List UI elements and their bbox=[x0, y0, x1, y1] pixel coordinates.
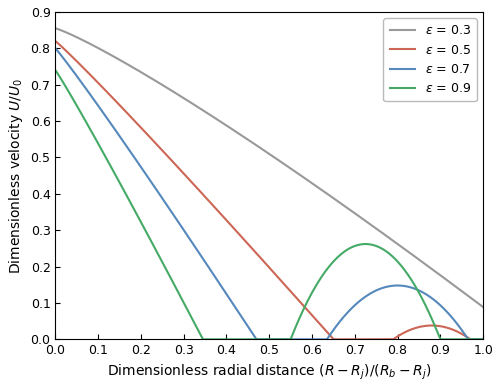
$\varepsilon$ = 0.5 bbox=[52, 39, 59, 44]
$\varepsilon$ = 0.3 bbox=[52, 26, 59, 31]
$\varepsilon$ = 0.9 bbox=[472, 337, 478, 342]
$\varepsilon$ = 0.3 bbox=[235, 131, 241, 135]
$\varepsilon$ = 0.9 bbox=[200, 337, 206, 342]
$\varepsilon$ = 0.3 bbox=[472, 298, 478, 303]
$\varepsilon$ = 0.9 bbox=[235, 337, 241, 342]
$\varepsilon$ = 0.7 bbox=[101, 112, 107, 116]
Line: $\varepsilon$ = 0.3: $\varepsilon$ = 0.3 bbox=[56, 28, 483, 307]
$\varepsilon$ = 0.7 bbox=[216, 281, 222, 286]
$\varepsilon$ = 0.7 bbox=[480, 337, 486, 342]
Line: $\varepsilon$ = 0.9: $\varepsilon$ = 0.9 bbox=[56, 70, 483, 339]
Line: $\varepsilon$ = 0.5: $\varepsilon$ = 0.5 bbox=[56, 41, 483, 339]
$\varepsilon$ = 0.7 bbox=[126, 148, 132, 153]
$\varepsilon$ = 0.5 bbox=[235, 231, 241, 235]
$\varepsilon$ = 0.5 bbox=[426, 323, 432, 328]
$\varepsilon$ = 0.3 bbox=[126, 63, 132, 68]
X-axis label: Dimensionless radial distance $(R-R_j)/(R_b-R_j)$: Dimensionless radial distance $(R-R_j)/(… bbox=[107, 363, 432, 382]
Line: $\varepsilon$ = 0.7: $\varepsilon$ = 0.7 bbox=[56, 48, 483, 339]
$\varepsilon$ = 0.7 bbox=[235, 309, 241, 314]
$\varepsilon$ = 0.9 bbox=[426, 310, 432, 314]
Y-axis label: Dimensionless velocity $U/U_0$: Dimensionless velocity $U/U_0$ bbox=[7, 77, 25, 274]
$\varepsilon$ = 0.7 bbox=[426, 294, 432, 298]
$\varepsilon$ = 0.7 bbox=[472, 337, 478, 342]
$\varepsilon$ = 0.5 bbox=[101, 87, 107, 91]
$\varepsilon$ = 0.3 bbox=[480, 305, 486, 309]
$\varepsilon$ = 0.9 bbox=[52, 68, 59, 72]
$\varepsilon$ = 0.3 bbox=[426, 264, 432, 269]
Legend: $\varepsilon$ = 0.3, $\varepsilon$ = 0.5, $\varepsilon$ = 0.7, $\varepsilon$ = 0: $\varepsilon$ = 0.3, $\varepsilon$ = 0.5… bbox=[384, 18, 477, 102]
$\varepsilon$ = 0.5 bbox=[216, 210, 222, 215]
$\varepsilon$ = 0.5 bbox=[480, 337, 486, 342]
$\varepsilon$ = 0.9 bbox=[216, 337, 222, 342]
$\varepsilon$ = 0.9 bbox=[126, 198, 132, 203]
$\varepsilon$ = 0.7 bbox=[52, 46, 59, 51]
$\varepsilon$ = 0.9 bbox=[480, 337, 486, 342]
$\varepsilon$ = 0.3 bbox=[101, 49, 107, 54]
$\varepsilon$ = 0.3 bbox=[216, 119, 222, 123]
$\varepsilon$ = 0.5 bbox=[472, 337, 478, 342]
$\varepsilon$ = 0.7 bbox=[254, 337, 260, 342]
$\varepsilon$ = 0.5 bbox=[126, 113, 132, 118]
$\varepsilon$ = 0.5 bbox=[330, 337, 336, 342]
$\varepsilon$ = 0.9 bbox=[101, 152, 107, 157]
